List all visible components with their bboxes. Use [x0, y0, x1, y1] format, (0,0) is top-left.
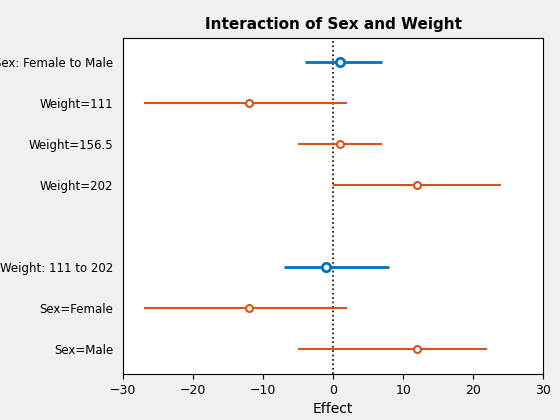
- Title: Interaction of Sex and Weight: Interaction of Sex and Weight: [205, 18, 461, 32]
- X-axis label: Effect: Effect: [313, 402, 353, 416]
